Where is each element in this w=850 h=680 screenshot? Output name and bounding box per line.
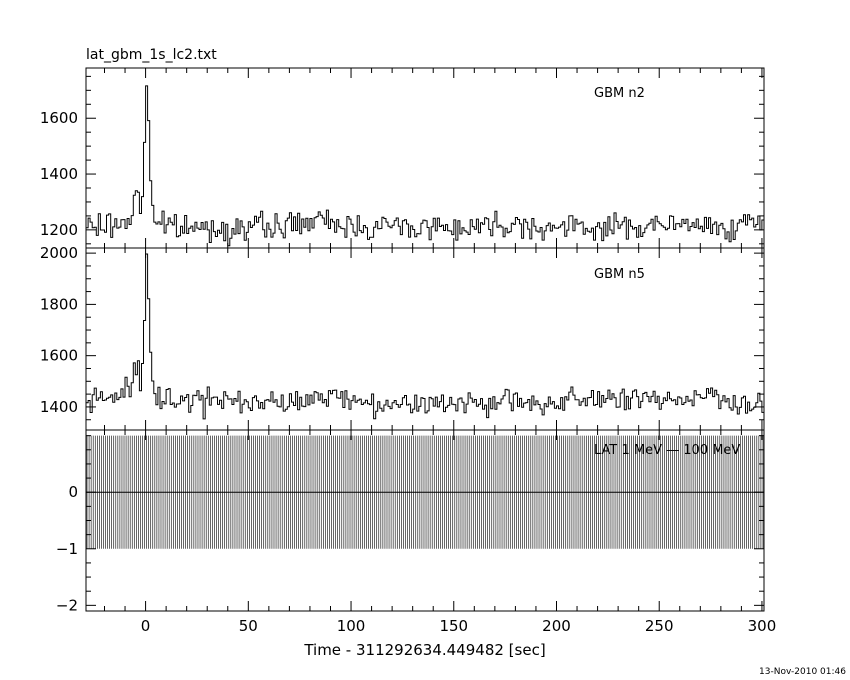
panel-data <box>86 435 764 549</box>
panel-1: 1200 1400 1600 GBM n2 <box>40 67 765 249</box>
y-tick-label: 1400 <box>40 165 78 183</box>
chart-title: lat_gbm_1s_lc2.txt <box>86 47 217 63</box>
x-tick-label: 300 <box>748 617 777 635</box>
y-tick-label: −1 <box>56 540 78 558</box>
panel-data <box>86 253 764 420</box>
x-axis-title: Time - 311292634.449482 [sec] <box>303 641 545 659</box>
y-tick-label: 0 <box>68 483 78 501</box>
y-tick-label: 2000 <box>40 244 78 262</box>
y-tick-label: 1200 <box>40 221 78 239</box>
y-tick-label: 1600 <box>40 109 78 127</box>
x-tick-label: 150 <box>439 617 468 635</box>
y-tick-label: 1400 <box>40 398 78 416</box>
panel-3: −2 −1 0 LAT 1 MeV — 100 MeV 0 50 100 150 200 250 3… <box>56 429 777 635</box>
panel-label: GBM n2 <box>594 86 645 101</box>
y-tick-label: 1800 <box>40 295 78 313</box>
y-tick-label: −2 <box>56 596 78 614</box>
x-tick-label: 50 <box>239 617 258 635</box>
x-tick-label: 0 <box>141 617 151 635</box>
panel-2: 1400 1600 1800 2000 GBM n5 <box>40 244 765 431</box>
x-tick-label: 100 <box>337 617 366 635</box>
panel-label: GBM n5 <box>594 267 645 282</box>
panel-data <box>86 85 764 247</box>
y-tick-label: 1600 <box>40 347 78 365</box>
light-curve-line <box>86 253 764 420</box>
panel-label: LAT 1 MeV — 100 MeV <box>594 443 740 458</box>
light-curve-line <box>86 85 764 247</box>
timestamp: 13-Nov-2010 01:46 <box>759 667 846 677</box>
x-tick-label: 250 <box>645 617 674 635</box>
x-tick-label: 200 <box>542 617 571 635</box>
